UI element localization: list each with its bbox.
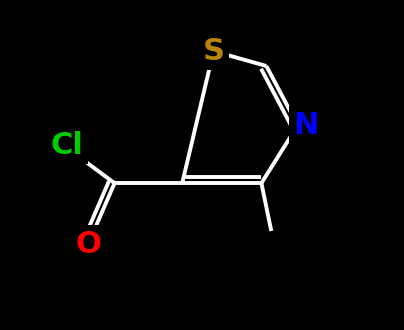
Text: S: S bbox=[202, 37, 225, 66]
Text: O: O bbox=[75, 230, 101, 259]
Text: N: N bbox=[293, 111, 319, 140]
Text: Cl: Cl bbox=[50, 131, 83, 160]
